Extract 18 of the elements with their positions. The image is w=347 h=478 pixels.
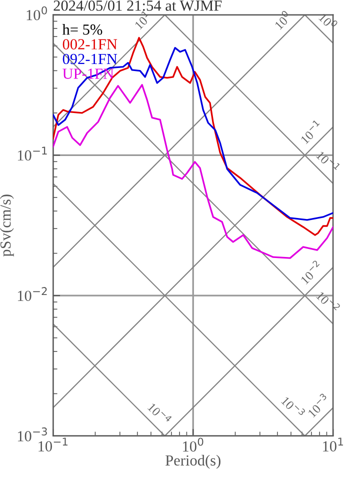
y-tick-label: 10$^{0}$ — [26, 6, 47, 20]
y-axis-title: pSv(cm/s) — [0, 194, 14, 257]
annotation: 10$^{−1}$ — [298, 120, 324, 144]
series-label: 002-1FN — [62, 39, 118, 50]
annotation: 10$^{−4}$ — [147, 400, 172, 426]
y-tick-label: 10$^{−1}$ — [18, 146, 47, 161]
legend-title: h= 5% — [62, 24, 102, 35]
annotation: 10$^{−3}$ — [306, 392, 330, 418]
annotation: 10$^{−2}$ — [316, 289, 341, 314]
y-tick-label: 10$^{−2}$ — [18, 287, 47, 301]
chart-title: 2024/05/01 21:54 at WJMF — [54, 0, 222, 11]
annotation: 10$^{−3}$ — [280, 394, 306, 420]
annotation: 10$^{−1}$ — [316, 148, 341, 174]
x-tick-label: 10$^{0}$ — [183, 438, 204, 452]
series-label: 092-1FN — [62, 54, 118, 64]
x-axis-title: Period(s) — [166, 454, 220, 469]
x-tick-label: 10$^{1}$ — [323, 438, 343, 452]
annotation: 10$^{−2}$ — [298, 260, 324, 285]
